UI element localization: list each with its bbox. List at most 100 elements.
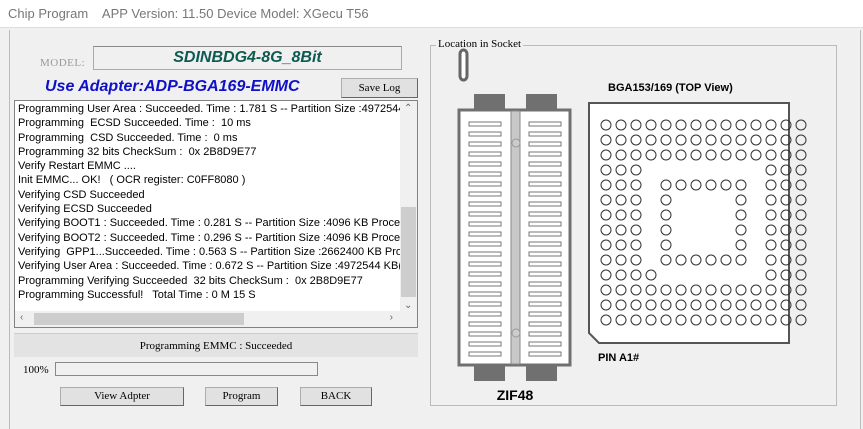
- zif-pin-slot: [468, 161, 502, 167]
- bga-ball: [630, 269, 642, 281]
- vertical-scrollbar[interactable]: ⌃ ⌄: [400, 101, 417, 312]
- bga-ball: [690, 254, 702, 266]
- program-button[interactable]: Program: [205, 387, 278, 406]
- bga-ball: [660, 119, 672, 131]
- bga-ball: [705, 254, 717, 266]
- bga-ball: [780, 269, 792, 281]
- progress-bar: [55, 362, 318, 376]
- log-line: Verifying ECSD Succeeded: [18, 203, 152, 216]
- bga-ball: [615, 314, 627, 326]
- scroll-corner: [400, 311, 417, 327]
- zif-pin-slot: [468, 291, 502, 297]
- bga-ball: [615, 224, 627, 236]
- zif-pin-slot: [528, 221, 562, 227]
- zif-pin-slot: [528, 351, 562, 357]
- bga-ball: [765, 134, 777, 146]
- bga-ball: [600, 179, 612, 191]
- zif-hole: [511, 138, 521, 148]
- zif-pin-slot: [528, 201, 562, 207]
- title-bar: Chip Program APP Version: 11.50 Device M…: [0, 0, 863, 28]
- horizontal-scroll-thumb[interactable]: [34, 313, 244, 325]
- bga-ball: [795, 269, 807, 281]
- scroll-right-icon[interactable]: ›: [389, 312, 393, 323]
- bga-ball: [690, 299, 702, 311]
- log-line: Programming 32 bits CheckSum : 0x 2B8D9E…: [18, 145, 257, 158]
- zif-pin-slot: [468, 231, 502, 237]
- bga-ball: [615, 239, 627, 251]
- zif-pin-slot: [468, 271, 502, 277]
- zif-pin-slot: [468, 131, 502, 137]
- socket-group-label: Location in Socket: [436, 38, 524, 50]
- log-line: Programming ECSD Succeeded. Time : 10 ms: [18, 117, 251, 130]
- chip-title: BGA153/169 (TOP View): [608, 82, 733, 94]
- bga-ball: [660, 134, 672, 146]
- zif-pin-slot: [528, 241, 562, 247]
- log-line: Init EMMC... OK! ( OCR register: C0FF808…: [18, 174, 246, 187]
- bga-ball: [615, 284, 627, 296]
- log-box[interactable]: Programming User Area : Succeeded. Time …: [14, 100, 418, 328]
- scroll-up-icon[interactable]: ⌃: [404, 103, 413, 114]
- bga-ball: [735, 299, 747, 311]
- log-line: Verifying BOOT2 : Succeeded. Time : 0.29…: [18, 231, 400, 244]
- bga-ball: [735, 254, 747, 266]
- bga-ball: [780, 299, 792, 311]
- bga-ball: [765, 269, 777, 281]
- bga-ball: [720, 299, 732, 311]
- scroll-down-icon[interactable]: ⌄: [404, 300, 413, 311]
- bga-ball: [630, 194, 642, 206]
- bga-ball: [675, 119, 687, 131]
- zif-pin-slot: [468, 191, 502, 197]
- bga-ball: [705, 314, 717, 326]
- bga-ball: [660, 224, 672, 236]
- scroll-left-icon[interactable]: ‹: [20, 312, 24, 323]
- bga-ball: [735, 239, 747, 251]
- bga-ball: [645, 269, 657, 281]
- bga-ball: [750, 299, 762, 311]
- bga-ball: [630, 119, 642, 131]
- zif-pin-slot: [528, 251, 562, 257]
- bga-ball: [735, 209, 747, 221]
- zif-socket: [457, 48, 572, 381]
- bga-ball: [690, 134, 702, 146]
- save-log-button[interactable]: Save Log: [341, 78, 418, 98]
- bga-ball: [795, 239, 807, 251]
- bga-ball: [675, 149, 687, 161]
- bga-ball: [600, 284, 612, 296]
- bga-ball: [780, 224, 792, 236]
- bga-ball: [765, 209, 777, 221]
- bga-ball: [630, 209, 642, 221]
- bga-ball: [645, 134, 657, 146]
- bga-ball: [765, 284, 777, 296]
- bga-ball: [705, 134, 717, 146]
- bga-ball: [690, 119, 702, 131]
- zif-pin-slot: [528, 291, 562, 297]
- bga-ball: [660, 179, 672, 191]
- bga-ball: [600, 254, 612, 266]
- bga-ball: [705, 284, 717, 296]
- log-line: Verify Restart EMMC ....: [18, 160, 136, 173]
- bga-ball: [705, 179, 717, 191]
- log-line: Programming CSD Succeeded. Time : 0 ms: [18, 131, 238, 144]
- status-bar: Programming EMMC : Succeeded: [14, 333, 418, 357]
- bga-ball: [660, 314, 672, 326]
- bga-ball: [780, 284, 792, 296]
- bga-ball: [660, 194, 672, 206]
- bga-ball: [750, 119, 762, 131]
- vertical-scroll-thumb[interactable]: [401, 207, 416, 297]
- log-line: Programming Verifying Succeeded 32 bits …: [18, 274, 363, 287]
- bga-ball: [600, 224, 612, 236]
- bga-ball: [735, 149, 747, 161]
- bga-ball: [630, 179, 642, 191]
- progress-label: 100%: [23, 364, 49, 376]
- back-button[interactable]: BACK: [300, 387, 372, 406]
- bga-ball: [660, 239, 672, 251]
- view-adapter-button[interactable]: View Adpter: [60, 387, 184, 406]
- zif-pin-slot: [528, 311, 562, 317]
- bga-ball: [645, 284, 657, 296]
- bga-ball: [795, 179, 807, 191]
- bga-ball: [630, 134, 642, 146]
- zif-pin-slot: [528, 261, 562, 267]
- bga-ball: [750, 134, 762, 146]
- zif-pin-slot: [528, 171, 562, 177]
- horizontal-scrollbar[interactable]: ‹ ›: [15, 311, 401, 327]
